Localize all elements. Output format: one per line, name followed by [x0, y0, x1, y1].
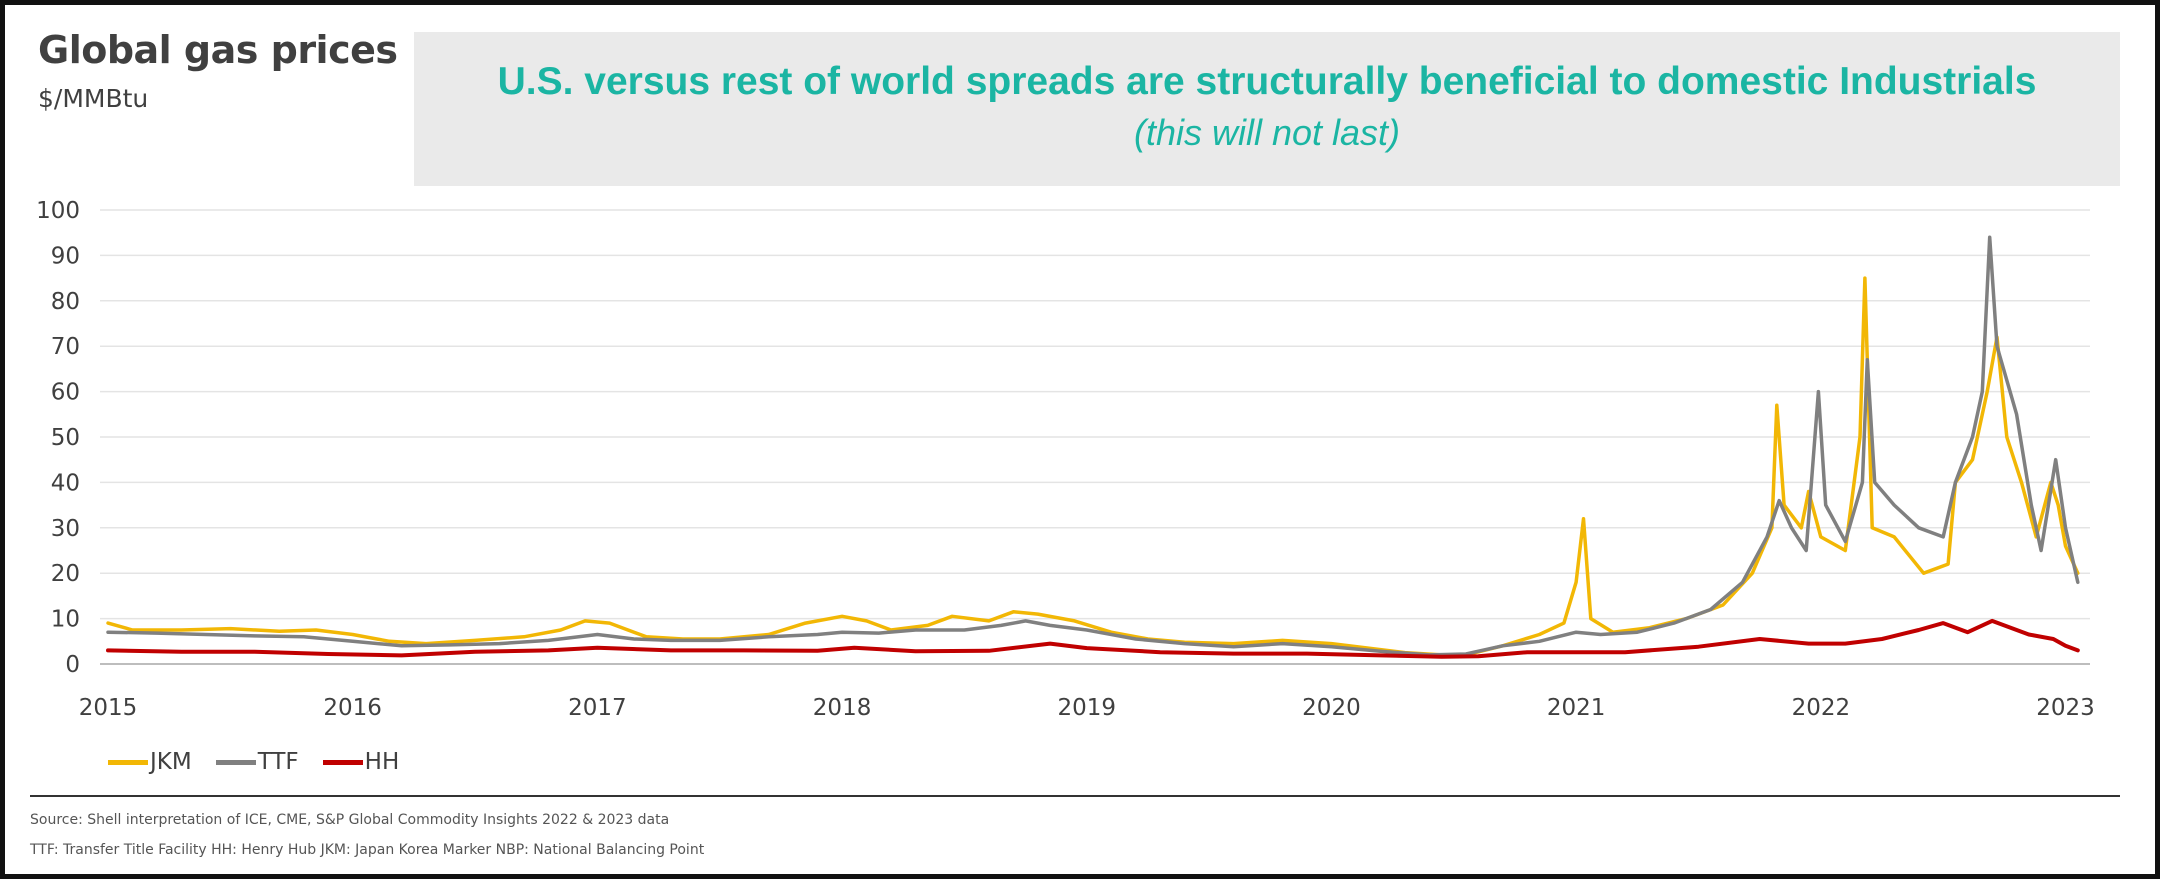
y-tick-label: 30 [51, 516, 80, 542]
x-tick-label: 2023 [2036, 695, 2095, 721]
y-tick-label: 50 [51, 425, 80, 451]
legend-label-hh: HH [364, 749, 400, 775]
source-note: Source: Shell interpretation of ICE, CME… [30, 812, 670, 828]
x-tick-label: 2015 [79, 695, 138, 721]
series-line-ttf [106, 235, 2080, 657]
y-tick-label: 0 [65, 652, 80, 678]
x-tick-label: 2020 [1302, 695, 1361, 721]
y-tick-labels: 0 10 20 30 40 50 60 70 80 90 100 [36, 198, 80, 678]
legend-swatch-jkm [108, 759, 148, 765]
x-tick-labels: 2015 2016 2017 2018 2019 2020 2021 2022 2023 [79, 695, 2095, 721]
legend: JKM TTF HH [108, 749, 423, 775]
chart-title: Global gas prices [38, 28, 398, 72]
legend-label-jkm: JKM [150, 749, 192, 775]
y-tick-label: 20 [51, 561, 80, 587]
series-lines [106, 235, 2080, 659]
y-tick-label: 70 [51, 334, 80, 360]
legend-item-jkm: JKM [108, 749, 192, 775]
series-line-hh [106, 618, 2080, 659]
gridlines [100, 209, 2090, 665]
chart-units: $/MMBtu [38, 84, 149, 113]
y-tick-label: 100 [36, 198, 80, 224]
legend-swatch-ttf [215, 759, 256, 765]
legend-item-hh: HH [322, 749, 400, 775]
x-tick-label: 2018 [813, 695, 872, 721]
glossary-note: TTF: Transfer Title Facility HH: Henry H… [30, 842, 705, 858]
legend-swatch-hh [322, 759, 363, 765]
y-tick-label: 90 [51, 243, 80, 269]
callout-box: U.S. versus rest of world spreads are st… [414, 32, 2120, 186]
x-tick-label: 2021 [1547, 695, 1606, 721]
series-line-jkm [106, 276, 2080, 657]
legend-item-ttf: TTF [215, 749, 299, 775]
y-tick-label: 80 [51, 289, 80, 315]
x-tick-label: 2022 [1792, 695, 1851, 721]
y-tick-label: 40 [51, 470, 80, 496]
callout-headline: U.S. versus rest of world spreads are st… [497, 60, 2037, 103]
x-tick-label: 2019 [1057, 695, 1116, 721]
footer-divider [30, 795, 2120, 797]
legend-label-ttf: TTF [257, 749, 299, 775]
callout-subline: (this will not last) [1133, 112, 1401, 153]
y-tick-label: 10 [51, 607, 80, 633]
y-tick-label: 60 [51, 380, 80, 406]
x-tick-label: 2017 [568, 695, 627, 721]
x-tick-label: 2016 [323, 695, 382, 721]
